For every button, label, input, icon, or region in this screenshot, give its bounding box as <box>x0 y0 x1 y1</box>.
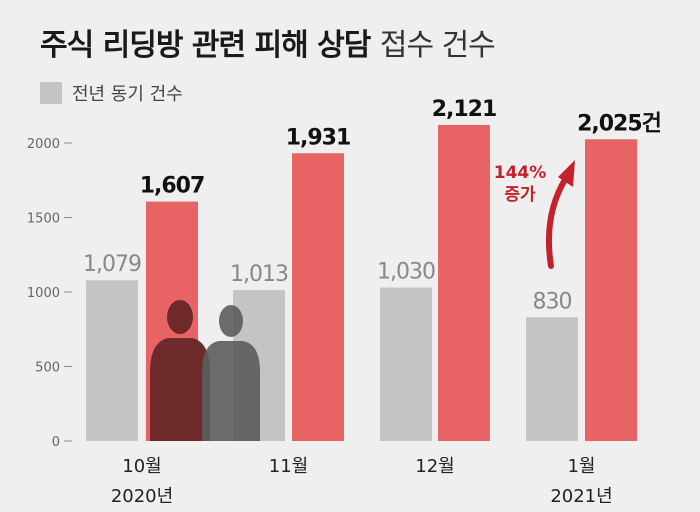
value-label-prev-0: 1,079 <box>83 252 141 277</box>
bar-cur-1 <box>292 153 344 441</box>
y-tick-label-0: 0 <box>52 435 60 450</box>
year-label-0: 2020년 <box>111 486 173 507</box>
legend-swatch-prev <box>40 82 62 104</box>
category-label-1: 11월 <box>269 456 308 477</box>
person-silhouette-dark-head <box>167 300 193 334</box>
y-tick-label-1000: 1000 <box>27 286 60 301</box>
growth-arrow-head <box>558 160 575 187</box>
title-main: 주식 리딩방 관련 피해 상담 <box>40 28 371 63</box>
bar-prev-0 <box>86 280 138 441</box>
category-label-2: 12월 <box>415 456 454 477</box>
growth-arrow-shaft <box>545 175 569 269</box>
value-label-cur-1: 1,931 <box>286 125 351 150</box>
legend: 전년 동기 건수 <box>40 80 183 106</box>
annotation-increase: 증가 <box>504 185 536 205</box>
title-sub: 접수 건수 <box>379 28 496 63</box>
bar-cur-3 <box>585 139 637 441</box>
bar-cur-2 <box>438 124 490 441</box>
value-label-prev-2: 1,030 <box>377 260 435 285</box>
value-label-cur-0: 1,607 <box>140 174 205 199</box>
legend-label-prev: 전년 동기 건수 <box>72 84 183 105</box>
year-label-3: 2021년 <box>550 486 612 507</box>
value-label-cur-3: 2,025건 <box>577 111 661 136</box>
person-silhouette-dark-body <box>150 338 210 441</box>
chart-title: 주식 리딩방 관련 피해 상담 접수 건수 <box>40 20 496 64</box>
category-label-3: 1월 <box>567 456 595 477</box>
category-label-0: 10월 <box>122 456 161 477</box>
value-label-cur-2: 2,121 <box>432 97 497 122</box>
bar-prev-2 <box>380 287 432 441</box>
y-tick-label-500: 500 <box>35 361 60 376</box>
bar-prev-3 <box>526 317 578 441</box>
value-label-prev-1: 1,013 <box>230 262 288 287</box>
y-tick-label-1500: 1500 <box>27 212 60 227</box>
value-label-prev-3: 830 <box>533 289 572 314</box>
annotation-percent: 144% <box>494 163 547 183</box>
person-silhouette-grey-body <box>202 341 260 441</box>
person-silhouette-grey-head <box>219 305 243 337</box>
y-tick-label-2000: 2000 <box>27 137 60 152</box>
